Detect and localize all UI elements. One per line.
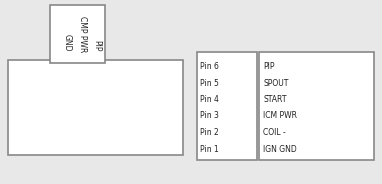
Text: Pin 3: Pin 3 xyxy=(200,112,219,121)
Bar xyxy=(50,5,105,63)
Text: Pin 1: Pin 1 xyxy=(200,144,219,153)
Text: IGN GND: IGN GND xyxy=(263,144,297,153)
Bar xyxy=(8,60,183,155)
Text: COIL -: COIL - xyxy=(263,128,286,137)
Text: ICM PWR: ICM PWR xyxy=(263,112,297,121)
Text: SPOUT: SPOUT xyxy=(263,79,288,88)
Text: Pin 6: Pin 6 xyxy=(200,62,219,71)
Text: Pin 2: Pin 2 xyxy=(200,128,219,137)
Text: Pin 5: Pin 5 xyxy=(200,79,219,88)
Text: PIP: PIP xyxy=(263,62,275,71)
Text: PIP: PIP xyxy=(92,40,102,52)
Text: START: START xyxy=(263,95,286,104)
Text: GND: GND xyxy=(63,35,71,52)
Bar xyxy=(197,52,257,160)
Text: CMP PWR: CMP PWR xyxy=(78,16,87,52)
Text: Pin 4: Pin 4 xyxy=(200,95,219,104)
Bar xyxy=(259,52,374,160)
